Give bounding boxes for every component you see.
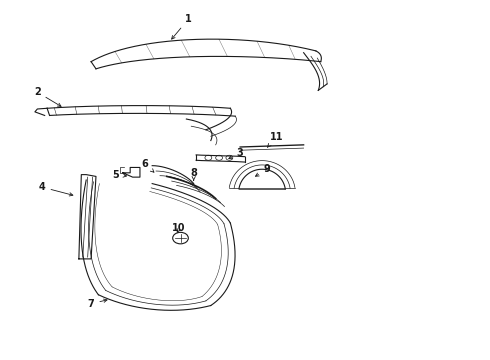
Text: 10: 10 [172, 224, 186, 233]
Text: 8: 8 [190, 168, 197, 181]
Text: 6: 6 [142, 159, 154, 172]
Text: 2: 2 [34, 87, 61, 106]
Text: 4: 4 [39, 182, 73, 196]
Text: 5: 5 [112, 170, 126, 180]
Text: 1: 1 [172, 14, 192, 39]
Text: 3: 3 [229, 148, 244, 159]
Text: 7: 7 [88, 299, 107, 309]
Text: 11: 11 [268, 132, 284, 147]
Text: 9: 9 [255, 164, 270, 176]
